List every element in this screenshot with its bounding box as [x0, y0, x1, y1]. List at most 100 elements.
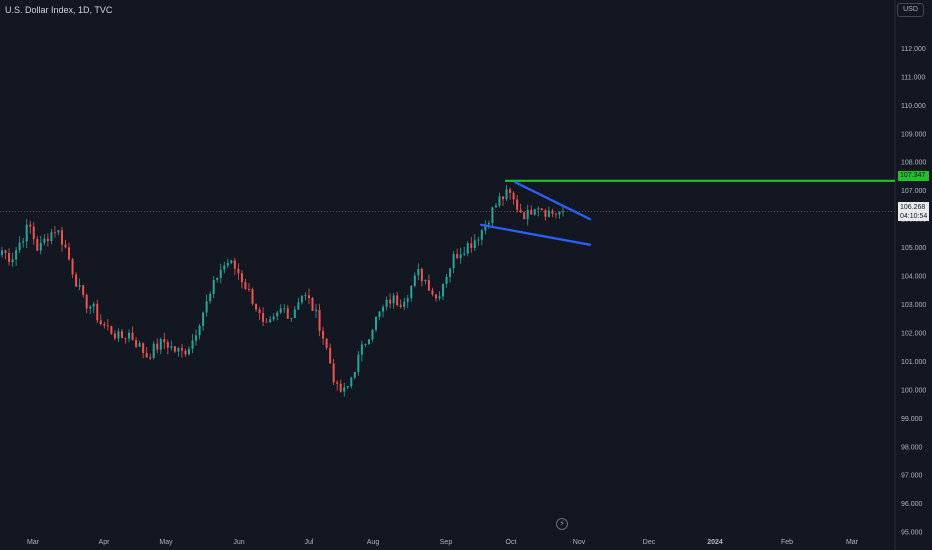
candle-body	[480, 230, 483, 240]
candle-body	[131, 332, 134, 340]
candle-body	[547, 210, 550, 217]
channel-upper-line	[513, 181, 592, 221]
symbol-title: U.S. Dollar Index, 1D, TVC	[5, 5, 113, 15]
candle-body	[554, 213, 557, 215]
candle-body	[89, 306, 92, 309]
candle-body	[329, 347, 332, 364]
candle-body	[477, 239, 480, 241]
candle-body	[128, 332, 131, 339]
y-tick-label: 103.000	[901, 302, 926, 309]
candle-body	[456, 254, 459, 259]
candle-body	[195, 335, 198, 341]
currency-button[interactable]: USD	[897, 3, 924, 17]
candle-body	[540, 208, 543, 211]
candle-body	[205, 301, 208, 313]
candle-body	[516, 199, 519, 210]
candle-body	[300, 295, 303, 303]
candle-body	[272, 316, 275, 320]
candle-body	[403, 301, 406, 307]
candle-body	[106, 325, 109, 327]
candle-body	[258, 309, 261, 313]
level-price-tag: 107.347	[898, 171, 929, 181]
candle-body	[43, 238, 46, 243]
candle-body	[378, 311, 381, 318]
candle-body	[92, 303, 95, 307]
y-tick-label: 102.000	[901, 330, 926, 337]
candle-body	[537, 208, 540, 210]
y-tick-label: 108.000	[901, 160, 926, 167]
candle-body	[25, 224, 28, 242]
last-price-value: 106.268	[900, 204, 926, 211]
candle-body	[487, 222, 490, 225]
candle-body	[269, 319, 272, 323]
candle-body	[470, 243, 473, 248]
candle-body	[367, 339, 370, 345]
candle-body	[240, 273, 243, 283]
candle-body	[166, 342, 169, 348]
candle-body	[505, 189, 508, 200]
candle-body	[413, 275, 416, 286]
candle-body	[177, 348, 180, 352]
candle-body	[286, 308, 289, 319]
x-tick-label: Dec	[643, 539, 656, 546]
candle-body	[216, 278, 219, 280]
last-price-tag: 106.268 04:10:54	[898, 202, 929, 221]
x-tick-label: Mar	[27, 539, 40, 546]
candle-body	[149, 357, 152, 359]
candle-body	[53, 232, 56, 234]
candle-body	[255, 303, 258, 310]
candle-body	[353, 372, 356, 378]
candle-body	[223, 265, 226, 270]
candle-body	[163, 339, 166, 343]
y-tick-label: 112.000	[901, 46, 926, 53]
candle-body	[551, 210, 554, 214]
candle-body	[304, 295, 307, 297]
y-tick-label: 95.000	[901, 530, 923, 537]
candle-body	[180, 348, 183, 351]
candle-body	[209, 293, 212, 302]
countdown-timer: 04:10:54	[900, 213, 928, 220]
candle-body	[11, 259, 14, 263]
y-tick-label: 100.000	[901, 387, 926, 394]
y-tick-label: 101.000	[901, 359, 926, 366]
candle-body	[82, 285, 85, 295]
candle-body	[233, 260, 236, 269]
candle-body	[113, 333, 116, 339]
candle-body	[502, 196, 505, 200]
candle-body	[498, 196, 501, 206]
candle-body	[382, 306, 385, 312]
candle-body	[184, 350, 187, 355]
candle-body	[32, 226, 35, 240]
candle-body	[29, 224, 32, 227]
candle-body	[339, 383, 342, 392]
x-tick-label: Mar	[846, 539, 859, 546]
candle-body	[85, 294, 88, 309]
candle-body	[170, 346, 173, 348]
y-tick-label: 105.000	[901, 245, 926, 252]
candle-body	[283, 308, 286, 310]
candle-body	[410, 285, 413, 299]
x-tick-label: Nov	[573, 539, 586, 546]
candle-body	[473, 240, 476, 248]
candle-body	[22, 241, 25, 243]
candle-body	[110, 326, 113, 334]
candle-body	[50, 232, 53, 242]
candle-body	[244, 282, 247, 290]
lightning-icon[interactable]: ⚡	[556, 518, 568, 530]
candle-body	[71, 259, 74, 275]
candle-body	[191, 340, 194, 349]
x-tick-label: Feb	[781, 539, 793, 546]
candle-body	[4, 250, 7, 253]
x-tick-label: Jul	[305, 539, 314, 546]
y-tick-label: 111.000	[901, 74, 925, 81]
candle-body	[523, 212, 526, 220]
candle-body	[297, 302, 300, 310]
candle-body	[389, 299, 392, 304]
candle-body	[438, 296, 441, 299]
candle-body	[230, 260, 233, 263]
candle-body	[364, 344, 367, 345]
candle-body	[350, 377, 353, 387]
y-tick-label: 107.000	[901, 188, 926, 195]
candle-body	[544, 210, 547, 217]
